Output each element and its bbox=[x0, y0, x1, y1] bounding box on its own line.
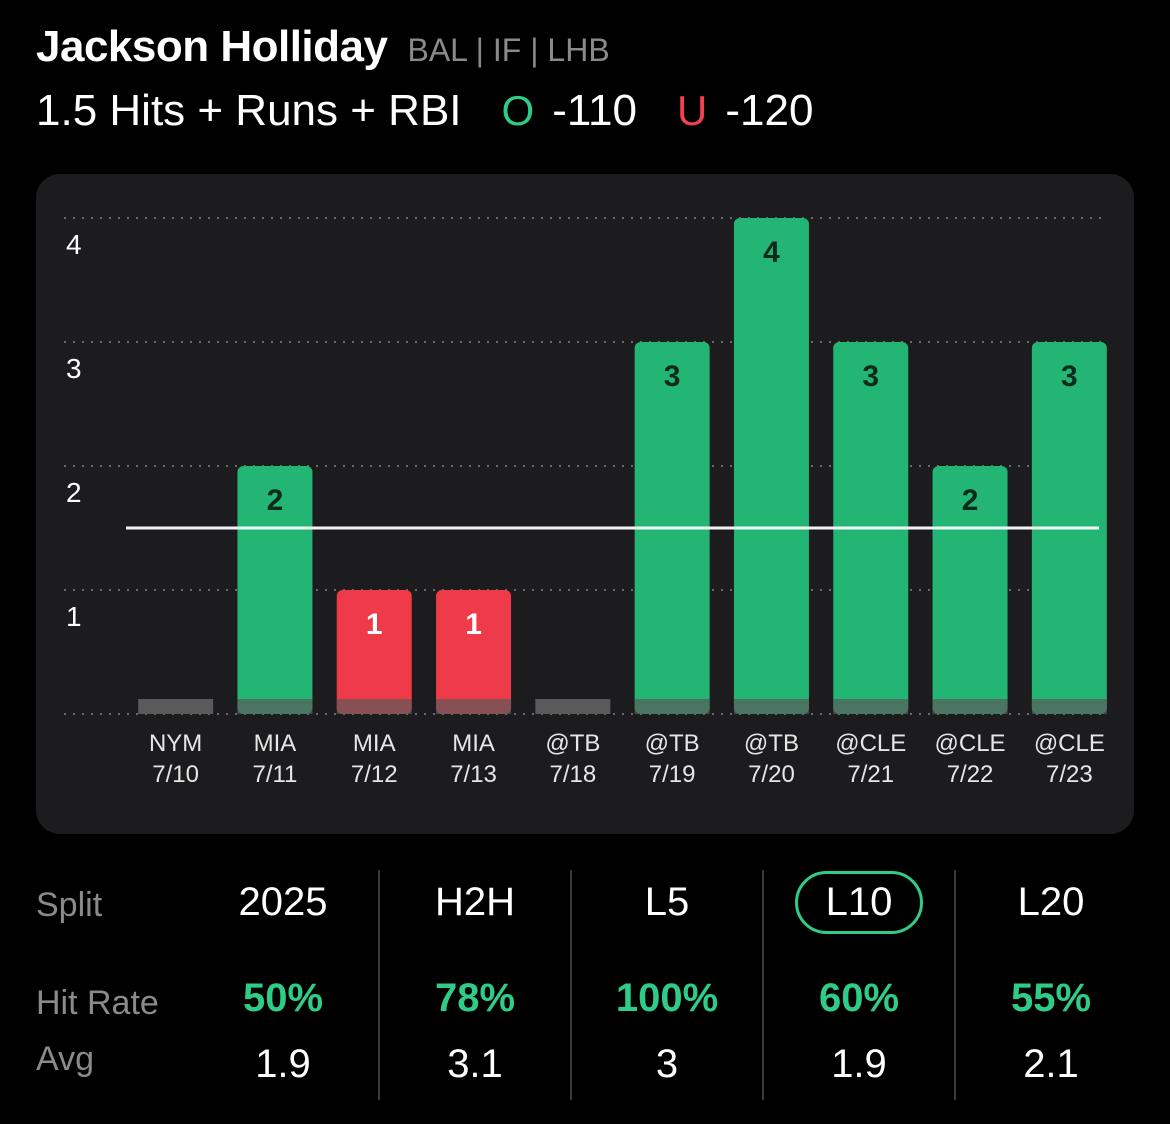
bar-base bbox=[733, 699, 809, 714]
split-column-l20[interactable]: L20 55% 2.1 bbox=[956, 866, 1146, 1102]
bar bbox=[336, 590, 412, 714]
y-tick-label: 4 bbox=[66, 229, 82, 260]
split-tab-label: L10 bbox=[794, 871, 924, 934]
x-tick-opponent: @TB bbox=[545, 730, 600, 757]
bar-base bbox=[237, 699, 313, 714]
avg-value: 1.9 bbox=[255, 1042, 311, 1086]
bar bbox=[733, 218, 809, 714]
bar-value-label: 2 bbox=[267, 484, 284, 517]
x-tick-date: 7/19 bbox=[649, 761, 696, 788]
player-meta: BAL | IF | LHB bbox=[407, 32, 610, 68]
y-tick-label: 1 bbox=[66, 601, 82, 632]
split-tab-l10[interactable]: L10 bbox=[764, 871, 954, 934]
bar-value-label: 2 bbox=[962, 484, 979, 517]
under-icon: U bbox=[677, 87, 708, 134]
x-tick-opponent: NYM bbox=[149, 730, 202, 757]
x-tick-opponent: @CLE bbox=[1034, 730, 1105, 757]
column-divider bbox=[570, 870, 572, 1100]
x-tick-date: 7/11 bbox=[252, 761, 297, 788]
x-tick-date: 7/21 bbox=[847, 761, 894, 788]
split-tab-label: L5 bbox=[644, 880, 690, 924]
x-tick-date: 7/20 bbox=[748, 761, 795, 788]
under-odds-button[interactable]: U -120 bbox=[677, 86, 813, 136]
avg-row-label: Avg bbox=[36, 1040, 94, 1078]
avg-value: 2.1 bbox=[1023, 1042, 1079, 1086]
x-tick-date: 7/10 bbox=[152, 761, 199, 788]
hit-rate-value: 55% bbox=[1010, 976, 1092, 1020]
chart-svg: 1 2 3 4 NYM 7/10 2 MIA 7/11 1 MIA 7/12 1 MIA 7/13 @TB 7/… bbox=[64, 217, 1107, 788]
column-divider bbox=[954, 870, 956, 1100]
split-column-l10[interactable]: L10 60% 1.9 bbox=[764, 866, 954, 1102]
over-odds: -110 bbox=[552, 86, 638, 135]
over-icon: O bbox=[501, 87, 535, 134]
split-tab-label: H2H bbox=[434, 880, 516, 924]
x-tick-opponent: @TB bbox=[645, 730, 700, 757]
column-divider bbox=[762, 870, 764, 1100]
bar-base bbox=[336, 699, 412, 714]
split-tab-l20[interactable]: L20 bbox=[956, 880, 1146, 925]
x-tick-opponent: MIA bbox=[254, 730, 297, 757]
split-tab-h2h[interactable]: H2H bbox=[380, 880, 570, 925]
x-tick-opponent: MIA bbox=[452, 730, 495, 757]
y-tick-label: 3 bbox=[66, 353, 82, 384]
bar-value-label: 3 bbox=[1061, 360, 1078, 393]
split-column-h2h[interactable]: H2H 78% 3.1 bbox=[380, 866, 570, 1102]
x-tick-date: 7/22 bbox=[947, 761, 994, 788]
game-log-chart: 1 2 3 4 NYM 7/10 2 MIA 7/11 1 MIA 7/12 1 MIA 7/13 @TB 7/… bbox=[36, 174, 1134, 834]
bar-base bbox=[833, 699, 909, 714]
split-tab-l5[interactable]: L5 bbox=[572, 880, 762, 925]
x-tick-date: 7/23 bbox=[1046, 761, 1093, 788]
under-odds: -120 bbox=[725, 86, 814, 135]
bar-base bbox=[634, 699, 710, 714]
player-name: Jackson Holliday bbox=[36, 22, 388, 71]
hit-rate-value: 50% bbox=[242, 976, 324, 1020]
avg-value: 3 bbox=[655, 1042, 679, 1086]
prop-line-label: 1.5 Hits + Runs + RBI bbox=[36, 86, 462, 135]
x-tick-opponent: @CLE bbox=[835, 730, 906, 757]
hit-rate-value: 78% bbox=[434, 976, 516, 1020]
bar-value-label: 3 bbox=[862, 360, 879, 393]
x-tick-date: 7/18 bbox=[549, 761, 596, 788]
bar-base bbox=[932, 699, 1008, 714]
prop-line-row: 1.5 Hits + Runs + RBI O -110 U -120 bbox=[36, 86, 1134, 136]
y-tick-label: 2 bbox=[66, 477, 82, 508]
x-tick-opponent: @TB bbox=[744, 730, 799, 757]
bar-value-label: 1 bbox=[465, 608, 482, 641]
bar-value-label: 4 bbox=[763, 236, 780, 269]
player-name-row: Jackson Holliday BAL | IF | LHB bbox=[36, 22, 1134, 72]
split-tab-label: L20 bbox=[1017, 880, 1085, 924]
bar-value-label: 3 bbox=[664, 360, 681, 393]
split-tab-2025[interactable]: 2025 bbox=[188, 880, 378, 925]
avg-value: 3.1 bbox=[447, 1042, 503, 1086]
hit-rate-value: 60% bbox=[818, 976, 900, 1020]
splits-table: Split Hit Rate Avg 2025 50% 1.9 H2H 78% … bbox=[36, 866, 1134, 1106]
bar-value-label: 1 bbox=[366, 608, 383, 641]
x-tick-date: 7/12 bbox=[351, 761, 398, 788]
avg-value: 1.9 bbox=[831, 1042, 887, 1086]
bar-base bbox=[436, 699, 512, 714]
x-tick-opponent: MIA bbox=[353, 730, 396, 757]
x-tick-opponent: @CLE bbox=[935, 730, 1006, 757]
hit-rate-row-label: Hit Rate bbox=[36, 984, 159, 1022]
bar-base bbox=[138, 699, 214, 714]
split-column-l5[interactable]: L5 100% 3 bbox=[572, 866, 762, 1102]
split-row-label: Split bbox=[36, 886, 103, 924]
split-column-2025[interactable]: 2025 50% 1.9 bbox=[188, 866, 378, 1102]
over-odds-button[interactable]: O -110 bbox=[502, 86, 637, 136]
bar bbox=[436, 590, 512, 714]
bar-base bbox=[1031, 699, 1107, 714]
hit-rate-value: 100% bbox=[615, 976, 719, 1020]
column-divider bbox=[378, 870, 380, 1100]
bar-base bbox=[535, 699, 611, 714]
split-tab-label: 2025 bbox=[238, 880, 328, 924]
x-tick-date: 7/13 bbox=[450, 761, 497, 788]
player-header: Jackson Holliday BAL | IF | LHB 1.5 Hits… bbox=[36, 22, 1134, 136]
